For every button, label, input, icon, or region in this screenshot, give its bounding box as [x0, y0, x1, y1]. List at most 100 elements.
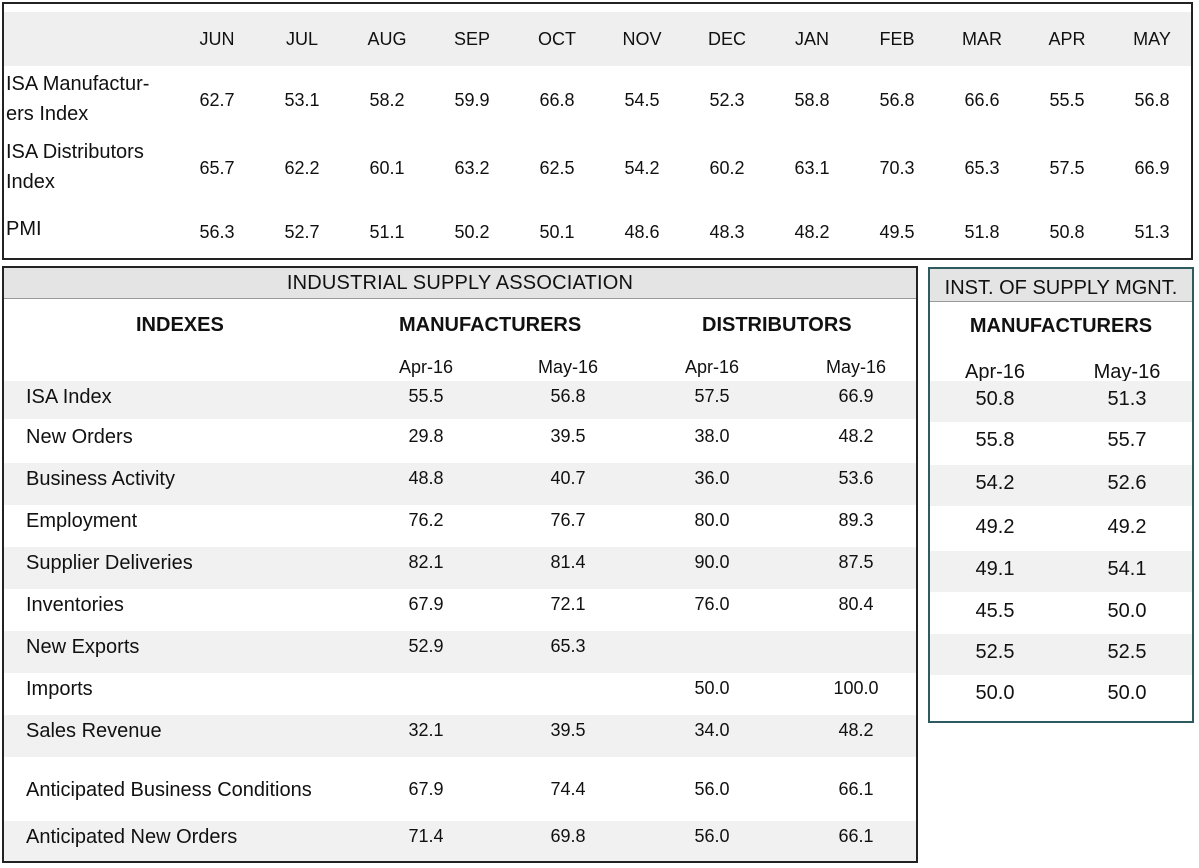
index-value-cell: 80.4 [838, 594, 874, 614]
index-value-cell: 34.0 [694, 720, 730, 740]
index-value-cell: 87.5 [838, 552, 874, 572]
trend-value-cell: 66.6 [964, 90, 1000, 110]
trend-value-cell: 58.8 [794, 90, 830, 110]
index-value-cell: 80.0 [694, 510, 730, 530]
index-label: Anticipated Business Conditions [26, 779, 312, 801]
index-label: Employment [26, 510, 138, 532]
index-value-cell: 89.3 [838, 510, 874, 530]
table-row: 50.8 51.3 [930, 381, 1192, 422]
index-value-cell: 56.0 [694, 826, 730, 846]
trend-value-cell: 62.7 [199, 90, 235, 110]
index-value-cell: 39.5 [550, 720, 586, 740]
index-value-cell: 57.5 [694, 386, 730, 406]
month-header-nov: NOV [622, 29, 662, 49]
trend-value-cell: 54.5 [624, 90, 660, 110]
trend-value-cell: 70.3 [879, 158, 915, 178]
trend-value-cell: 51.3 [1134, 222, 1170, 242]
month-header-dec: DEC [707, 29, 746, 49]
trend-row-label-line: PMI [6, 218, 42, 240]
ism-apr-header: Apr-16 [964, 361, 1026, 383]
isa-table: INDUSTRIAL SUPPLY ASSOCIATION INDEXES MA… [2, 266, 918, 863]
table-row: 49.2 49.2 [930, 509, 1192, 550]
index-label: Supplier Deliveries [26, 552, 193, 574]
index-value-cell: 50.0 [694, 678, 730, 698]
ism-manufacturers-header: MANUFACTURERS [969, 315, 1153, 337]
trend-value-cell: 66.8 [539, 90, 575, 110]
ism-value-cell: 55.8 [975, 429, 1015, 451]
index-value-cell: 66.9 [838, 386, 874, 406]
index-value-cell: 39.5 [550, 426, 586, 446]
index-value-cell: 48.8 [408, 468, 444, 488]
month-header-aug: AUG [367, 29, 407, 49]
table-row: New Orders 29.8 39.5 38.0 48.2 [4, 421, 916, 461]
table-row: 52.5 52.5 [930, 634, 1192, 675]
index-value-cell: 66.1 [838, 826, 874, 846]
table-row: 55.8 55.7 [930, 422, 1192, 463]
trend-row-label-line: ISA Manufactur- [6, 73, 150, 95]
month-header-jan: JAN [794, 29, 829, 49]
table-row: Anticipated Business Conditions 67.9 74.4 5… [4, 757, 916, 817]
trend-value-cell: 52.3 [709, 90, 745, 110]
month-header-sep: SEP [453, 29, 491, 49]
ism-value-cell: 51.3 [1107, 388, 1147, 410]
table-row: Inventories 67.9 72.1 76.0 80.4 [4, 589, 916, 631]
isa-table-title: INDUSTRIAL SUPPLY ASSOCIATION [4, 268, 916, 299]
index-label: New Orders [26, 426, 133, 448]
month-header-jun: JUN [199, 29, 235, 49]
trend-value-cell: 63.1 [794, 158, 830, 178]
index-label: Anticipated New Orders [26, 826, 238, 848]
monthly-trend-table: JUN JUL AUG SEP OCT NOV DEC JAN FEB MAR APR MAY ISA… [2, 2, 1193, 260]
isa-mfr-apr-header: Apr-16 [398, 357, 454, 377]
trend-row-label: ISA Manufactur-ers Index [6, 69, 176, 129]
index-value-cell: 40.7 [550, 468, 586, 488]
table-row: Imports 50.0 100.0 [4, 673, 916, 715]
index-value-cell: 81.4 [550, 552, 586, 572]
trend-value-cell: 59.9 [454, 90, 490, 110]
index-value-cell: 82.1 [408, 552, 444, 572]
trend-value-cell: 51.1 [369, 222, 405, 242]
trend-value-cell: 60.1 [369, 158, 405, 178]
trend-value-cell: 66.9 [1134, 158, 1170, 178]
index-value-cell: 29.8 [408, 426, 444, 446]
trend-value-cell: 50.2 [454, 222, 490, 242]
ism-value-cell: 45.5 [975, 600, 1015, 622]
trend-value-cell: 48.2 [794, 222, 830, 242]
trend-value-cell: 58.2 [369, 90, 405, 110]
table-row: Anticipated New Orders 71.4 69.8 56.0 66.1 [4, 821, 916, 861]
index-value-cell: 90.0 [694, 552, 730, 572]
month-header-row: JUN JUL AUG SEP OCT NOV DEC JAN FEB MAR APR MAY [4, 12, 1191, 66]
index-value-cell: 56.0 [694, 779, 730, 799]
isa-dist-may-header: May-16 [825, 357, 887, 377]
index-value-cell: 48.2 [838, 426, 874, 446]
trend-row-label-line: ISA Distributors [6, 141, 144, 163]
trend-value-cell: 65.7 [199, 158, 235, 178]
table-row: Sales Revenue 32.1 39.5 34.0 48.2 [4, 715, 916, 757]
isa-manufacturers-header: MANUFACTURERS [399, 314, 582, 336]
index-value-cell: 71.4 [408, 826, 444, 846]
index-value-cell: 55.5 [408, 386, 444, 406]
isa-mfr-may-header: May-16 [537, 357, 599, 377]
index-label: New Exports [26, 636, 140, 658]
trend-row-label: PMI [6, 214, 176, 244]
index-value-cell: 32.1 [408, 720, 444, 740]
isa-distributors-header: DISTRIBUTORS [702, 314, 852, 336]
index-value-cell: 76.0 [694, 594, 730, 614]
trend-value-cell: 52.7 [284, 222, 320, 242]
ism-value-cell: 52.5 [1107, 641, 1147, 663]
index-value-cell: 72.1 [550, 594, 586, 614]
trend-value-cell: 55.5 [1049, 90, 1085, 110]
month-header-feb: FEB [879, 29, 915, 49]
indexes-header: INDEXES [136, 314, 224, 336]
index-value-cell: 69.8 [550, 826, 586, 846]
ism-value-cell: 50.0 [1107, 682, 1147, 704]
index-value-cell: 67.9 [408, 779, 444, 799]
ism-table: INST. OF SUPPLY MGNT. MANUFACTURERS Apr-… [928, 267, 1194, 723]
month-header-apr: APR [1048, 29, 1086, 49]
table-row: Business Activity 48.8 40.7 36.0 53.6 [4, 463, 916, 505]
index-value-cell: 56.8 [550, 386, 586, 406]
table-row: ISA Index 55.5 56.8 57.5 66.9 [4, 381, 916, 419]
index-value-cell: 100.0 [833, 678, 879, 698]
trend-value-cell: 56.3 [199, 222, 235, 242]
ism-value-cell: 49.1 [975, 558, 1015, 580]
index-label: Sales Revenue [26, 720, 162, 742]
